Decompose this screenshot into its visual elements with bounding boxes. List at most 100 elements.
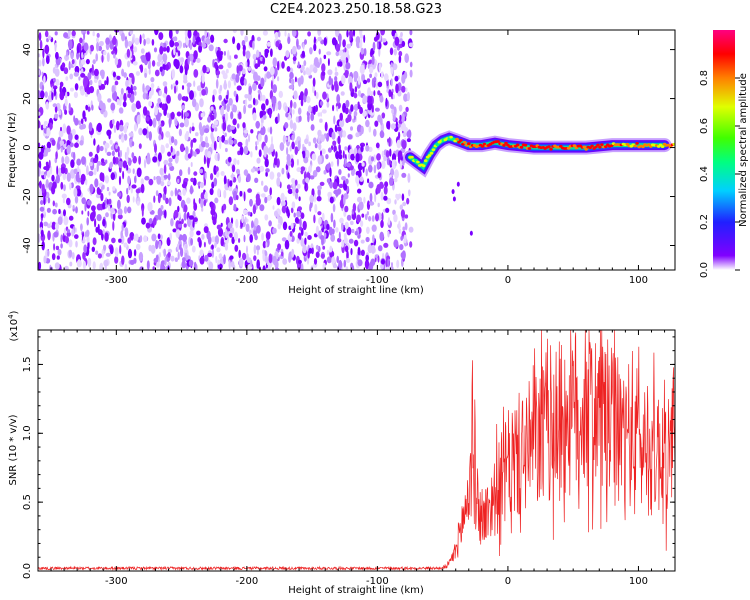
- noise-blob: [235, 93, 239, 103]
- signal-core: [429, 151, 434, 155]
- signal-core: [523, 143, 528, 147]
- noise-blob: [203, 154, 206, 165]
- noise-blob: [138, 155, 142, 165]
- noise-blob: [275, 40, 280, 48]
- noise-blob: [338, 231, 341, 240]
- noise-blob: [272, 205, 275, 210]
- noise-blob: [400, 209, 405, 218]
- noise-blob: [62, 198, 65, 204]
- signal-core: [453, 139, 457, 143]
- noise-blob: [65, 91, 68, 99]
- noise-blob: [55, 78, 60, 86]
- noise-blob: [399, 159, 402, 170]
- noise-blob: [336, 126, 342, 132]
- noise-blob: [372, 234, 375, 243]
- noise-blob: [70, 142, 74, 148]
- noise-blob: [247, 188, 253, 193]
- noise-blob: [155, 239, 159, 250]
- noise-blob: [315, 244, 319, 250]
- noise-blob: [380, 71, 384, 79]
- noise-blob: [51, 174, 55, 182]
- noise-blob: [54, 68, 60, 77]
- noise-blob: [274, 31, 279, 39]
- noise-blob: [239, 146, 244, 156]
- noise-blob: [66, 144, 71, 155]
- noise-blob: [360, 47, 365, 55]
- noise-blob: [300, 263, 304, 270]
- noise-blob: [273, 67, 278, 77]
- noise-blob: [81, 30, 87, 35]
- noise-blob: [211, 244, 214, 250]
- noise-blob: [257, 89, 261, 94]
- noise-blob: [56, 255, 60, 260]
- noise-blob: [278, 90, 283, 98]
- noise-blob: [347, 173, 350, 178]
- noise-blob: [256, 157, 261, 164]
- noise-blob: [184, 178, 189, 182]
- noise-blob: [127, 93, 132, 99]
- noise-blob: [217, 263, 223, 270]
- noise-blob: [245, 138, 249, 148]
- noise-blob: [207, 158, 210, 169]
- noise-blob: [277, 60, 280, 71]
- noise-blob: [228, 259, 231, 270]
- noise-blob: [372, 41, 376, 52]
- noise-blob: [234, 244, 239, 252]
- noise-blob: [293, 212, 296, 218]
- noise-blob: [69, 73, 74, 80]
- noise-blob: [132, 36, 134, 45]
- noise-blob: [44, 30, 49, 38]
- noise-blob: [258, 149, 262, 157]
- noise-blob: [377, 172, 382, 179]
- noise-blob: [51, 253, 56, 261]
- noise-blob: [262, 30, 268, 36]
- noise-blob: [253, 244, 257, 255]
- noise-blob: [346, 226, 352, 236]
- noise-blob: [95, 250, 99, 255]
- noise-blob: [118, 161, 123, 169]
- noise-blob: [289, 71, 294, 80]
- noise-blob: [303, 70, 306, 76]
- noise-blob: [60, 146, 63, 153]
- noise-blob: [96, 32, 100, 38]
- noise-blob: [199, 256, 205, 265]
- noise-blob: [142, 33, 145, 39]
- noise-blob: [216, 170, 220, 178]
- colorbar-tick-label: 0.0: [699, 262, 710, 278]
- noise-blob: [357, 104, 361, 110]
- noise-blob: [355, 152, 360, 163]
- noise-blob: [103, 50, 107, 56]
- noise-blob: [313, 214, 316, 224]
- noise-blob: [332, 263, 338, 269]
- noise-blob: [376, 80, 378, 90]
- signal-core: [423, 159, 428, 163]
- noise-blob: [68, 102, 71, 112]
- signal-core: [447, 137, 452, 141]
- noise-blob: [86, 217, 89, 226]
- noise-blob: [107, 98, 112, 103]
- noise-blob: [163, 164, 167, 175]
- noise-blob: [119, 149, 122, 158]
- noise-blob: [335, 227, 339, 233]
- noise-blob: [263, 66, 268, 72]
- noise-blob: [317, 30, 322, 36]
- noise-blob: [221, 135, 226, 143]
- noise-blob: [304, 237, 307, 246]
- signal-core: [596, 143, 600, 147]
- noise-blob: [288, 254, 292, 263]
- y-tick-label: 0.0: [22, 563, 33, 579]
- noise-blob: [103, 244, 107, 251]
- noise-blob: [279, 142, 285, 152]
- noise-blob: [57, 216, 63, 226]
- noise-blob: [191, 122, 195, 127]
- noise-blob: [210, 208, 216, 216]
- noise-blob: [52, 103, 57, 108]
- noise-blob: [190, 162, 193, 167]
- noise-blob: [110, 207, 115, 213]
- noise-blob: [40, 200, 44, 205]
- x-tick-label: -300: [105, 576, 128, 587]
- signal-core: [502, 144, 506, 147]
- noise-blob: [312, 137, 317, 144]
- noise-blob: [159, 127, 162, 135]
- noise-blob: [74, 234, 79, 240]
